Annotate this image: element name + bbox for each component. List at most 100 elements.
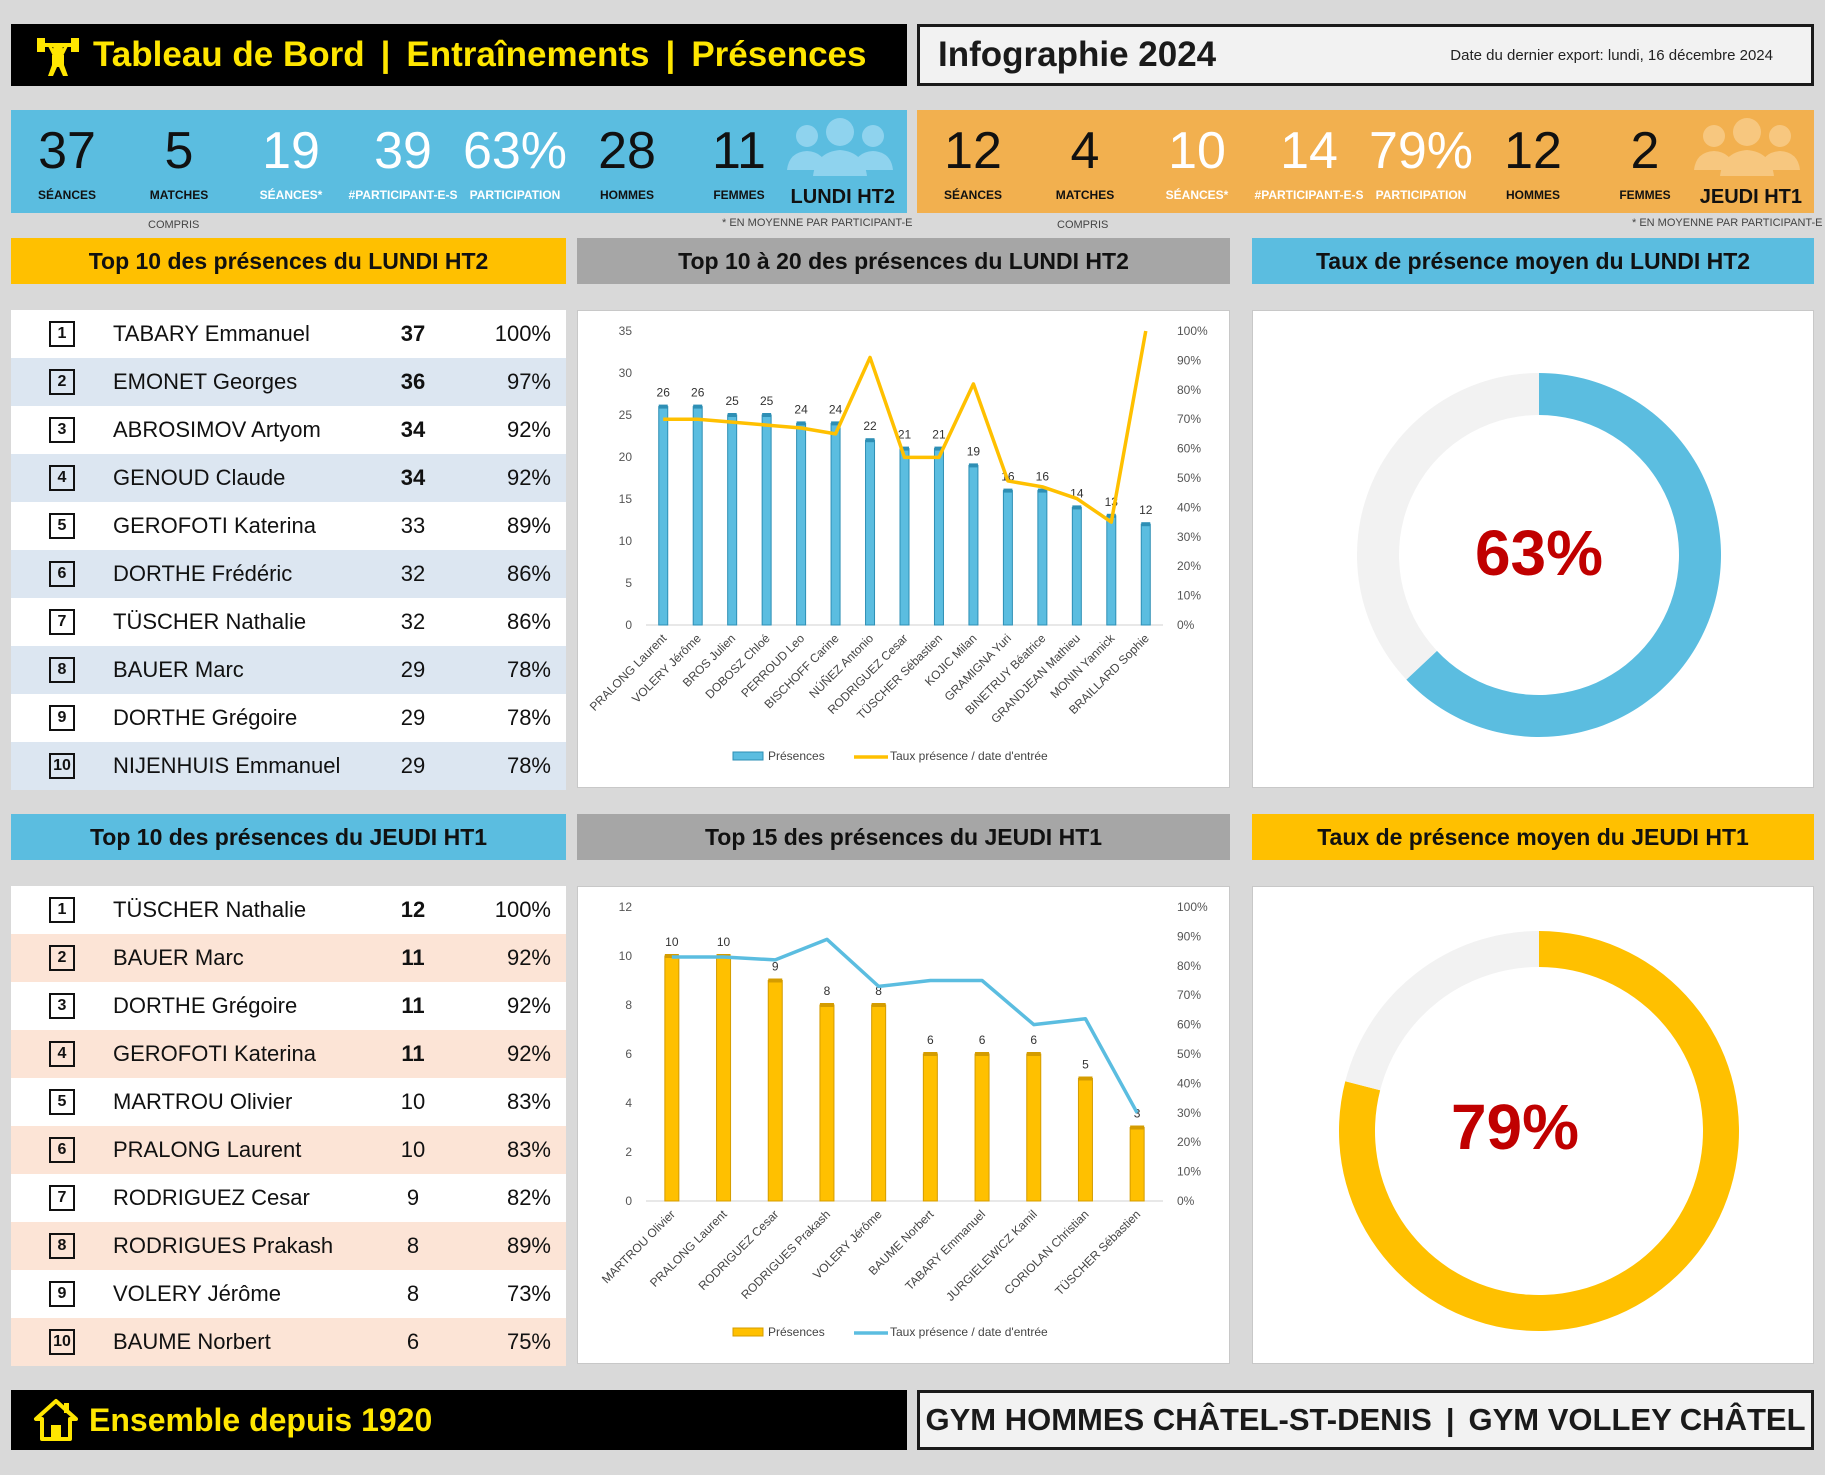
band-tag: LUNDI HT2: [790, 186, 895, 208]
band-tag: JEUDI HT1: [1699, 186, 1802, 208]
kpi-note-compris-lundi: COMPRIS: [148, 219, 200, 231]
bar-data-label: 8: [824, 984, 831, 998]
kpi-label: MATCHES: [149, 188, 209, 202]
bar-data-label: 25: [760, 394, 774, 408]
y2-tick-label: 0%: [1177, 618, 1195, 632]
title-part-3: Présences: [691, 35, 867, 74]
donut-slice-absent: [1345, 931, 1539, 1091]
table-row: 3 ABROSIMOV Artyom 34 92%: [11, 406, 566, 454]
y-tick-label: 6: [625, 1047, 632, 1061]
y2-tick-label: 50%: [1177, 471, 1201, 485]
kpi-label: HOMMES: [600, 188, 654, 202]
bar-cap: [796, 421, 806, 426]
participant-name: BAUER Marc: [113, 657, 244, 682]
bar-cap: [831, 421, 841, 426]
participant-name: BAUER Marc: [113, 945, 244, 970]
bar-cap: [1026, 1052, 1041, 1056]
kpi-matches: 5 MATCHES: [123, 110, 235, 202]
participant-name: DORTHE Frédéric: [113, 561, 293, 586]
y-tick-label: 25: [619, 408, 633, 422]
kpi-hommes: 12 HOMMES: [1477, 110, 1589, 202]
kpi-label: HOMMES: [1506, 188, 1560, 202]
y-tick-label: 30: [619, 366, 633, 380]
table-row: 3 DORTHE Grégoire 11 92%: [11, 982, 566, 1030]
kpi-value: 14: [1280, 122, 1338, 180]
section-header-rate-lundi: Taux de présence moyen du LUNDI HT2: [1252, 238, 1814, 284]
bar-cap: [1003, 488, 1013, 493]
ranking-table-jeudi: 1 TÜSCHER Nathalie 12 100% 2 BAUER Marc 11 92% 3…: [11, 886, 566, 1366]
bar-cap: [658, 404, 668, 409]
bar-data-label: 21: [932, 428, 946, 442]
bar-cap: [768, 978, 783, 983]
bar-cap: [727, 413, 737, 417]
y-tick-label: 4: [625, 1096, 632, 1110]
attendance-percent: 73%: [506, 1281, 551, 1306]
title-separator: |: [665, 35, 676, 74]
attendance-count: 29: [400, 657, 426, 682]
donut-panel-jeudi: 79%: [1252, 886, 1814, 1364]
bar: [767, 980, 783, 1202]
kpi-value: 2: [1630, 122, 1660, 180]
kpi-label: #PARTICIPANT-E-S: [1254, 188, 1364, 202]
participant-name: GEROFOTI Katerina: [113, 1041, 316, 1066]
bar-data-label: 6: [927, 1033, 934, 1047]
attendance-percent: 97%: [506, 369, 551, 394]
table-row: 2 EMONET Georges 36 97%: [11, 358, 566, 406]
attendance-count: 10: [400, 1137, 426, 1162]
kpi-value: 39: [374, 122, 432, 180]
rank-badge: 2: [49, 369, 75, 395]
kpi-label: SÉANCES: [37, 188, 96, 202]
kpi-label: SÉANCES: [943, 188, 1002, 202]
attendance-count: 11: [401, 993, 425, 1018]
y-tick-label: 2: [625, 1145, 632, 1159]
bar: [871, 1004, 887, 1202]
bar-cap: [1037, 488, 1047, 493]
bar-cap: [664, 954, 679, 958]
bar: [692, 406, 703, 626]
participant-name: EMONET Georges: [113, 369, 298, 394]
bar: [658, 406, 669, 626]
participant-name: VOLERY Jérôme: [113, 1281, 281, 1306]
kpi-value: 79%: [1368, 122, 1474, 180]
kpi-s-ances: 10 SÉANCES*: [1141, 110, 1253, 202]
kpi-participant-e-s: 39 #PARTICIPANT-E-S: [347, 110, 459, 202]
attendance-percent: 78%: [506, 753, 551, 778]
legend-line-label: Taux présence / date d'entrée: [890, 1325, 1048, 1339]
rank-badge: 8: [49, 657, 75, 683]
y2-tick-label: 0%: [1177, 1194, 1195, 1208]
attendance-percent: 92%: [506, 945, 551, 970]
bar-cap: [693, 404, 703, 409]
bar-data-label: 26: [657, 386, 671, 400]
y2-tick-label: 20%: [1177, 559, 1201, 573]
y2-tick-label: 80%: [1177, 959, 1201, 973]
y2-tick-label: 10%: [1177, 1165, 1201, 1179]
attendance-count: 34: [400, 465, 426, 490]
bar: [716, 955, 732, 1202]
title-part-1: Tableau de Bord: [93, 35, 365, 74]
y-tick-label: 10: [619, 534, 633, 548]
section-header-top20-lundi: Top 10 à 20 des présences du LUNDI HT2: [577, 238, 1230, 284]
kpi-participation: 63% PARTICIPATION: [459, 110, 571, 202]
export-date: lundi, 16 décembre 2024: [1607, 46, 1773, 64]
bar-cap: [934, 446, 944, 451]
rank-badge: 5: [49, 1089, 75, 1115]
rank-badge: 4: [49, 1041, 75, 1067]
kpi-value: 10: [1168, 122, 1226, 180]
table-row: 10 NIJENHUIS Emmanuel 29 78%: [11, 742, 566, 790]
donut-center-label: 79%: [1451, 1091, 1579, 1163]
bar-data-label: 26: [691, 386, 705, 400]
attendance-percent: 92%: [506, 1041, 551, 1066]
attendance-percent: 100%: [494, 321, 551, 346]
rank-badge: 1: [49, 897, 75, 923]
y2-tick-label: 40%: [1177, 1076, 1201, 1090]
attendance-percent: 83%: [506, 1089, 551, 1114]
participant-name: MARTROU Olivier: [113, 1089, 293, 1114]
legend-bar-label: Présences: [768, 749, 825, 763]
combo-chart-lundi: 0 5 10 15 20 25 30 35 0% 10% 20% 30% 40% 50% 60% 70% 80%…: [587, 324, 1208, 763]
kpi-note-average-jeudi: * EN MOYENNE PAR PARTICIPANT-E: [1632, 217, 1823, 229]
table-row: 8 BAUER Marc 29 78%: [11, 646, 566, 694]
attendance-percent: 92%: [506, 465, 551, 490]
bar: [819, 1004, 835, 1202]
bar-cap: [1130, 1125, 1145, 1130]
table-row: 9 DORTHE Grégoire 29 78%: [11, 694, 566, 742]
